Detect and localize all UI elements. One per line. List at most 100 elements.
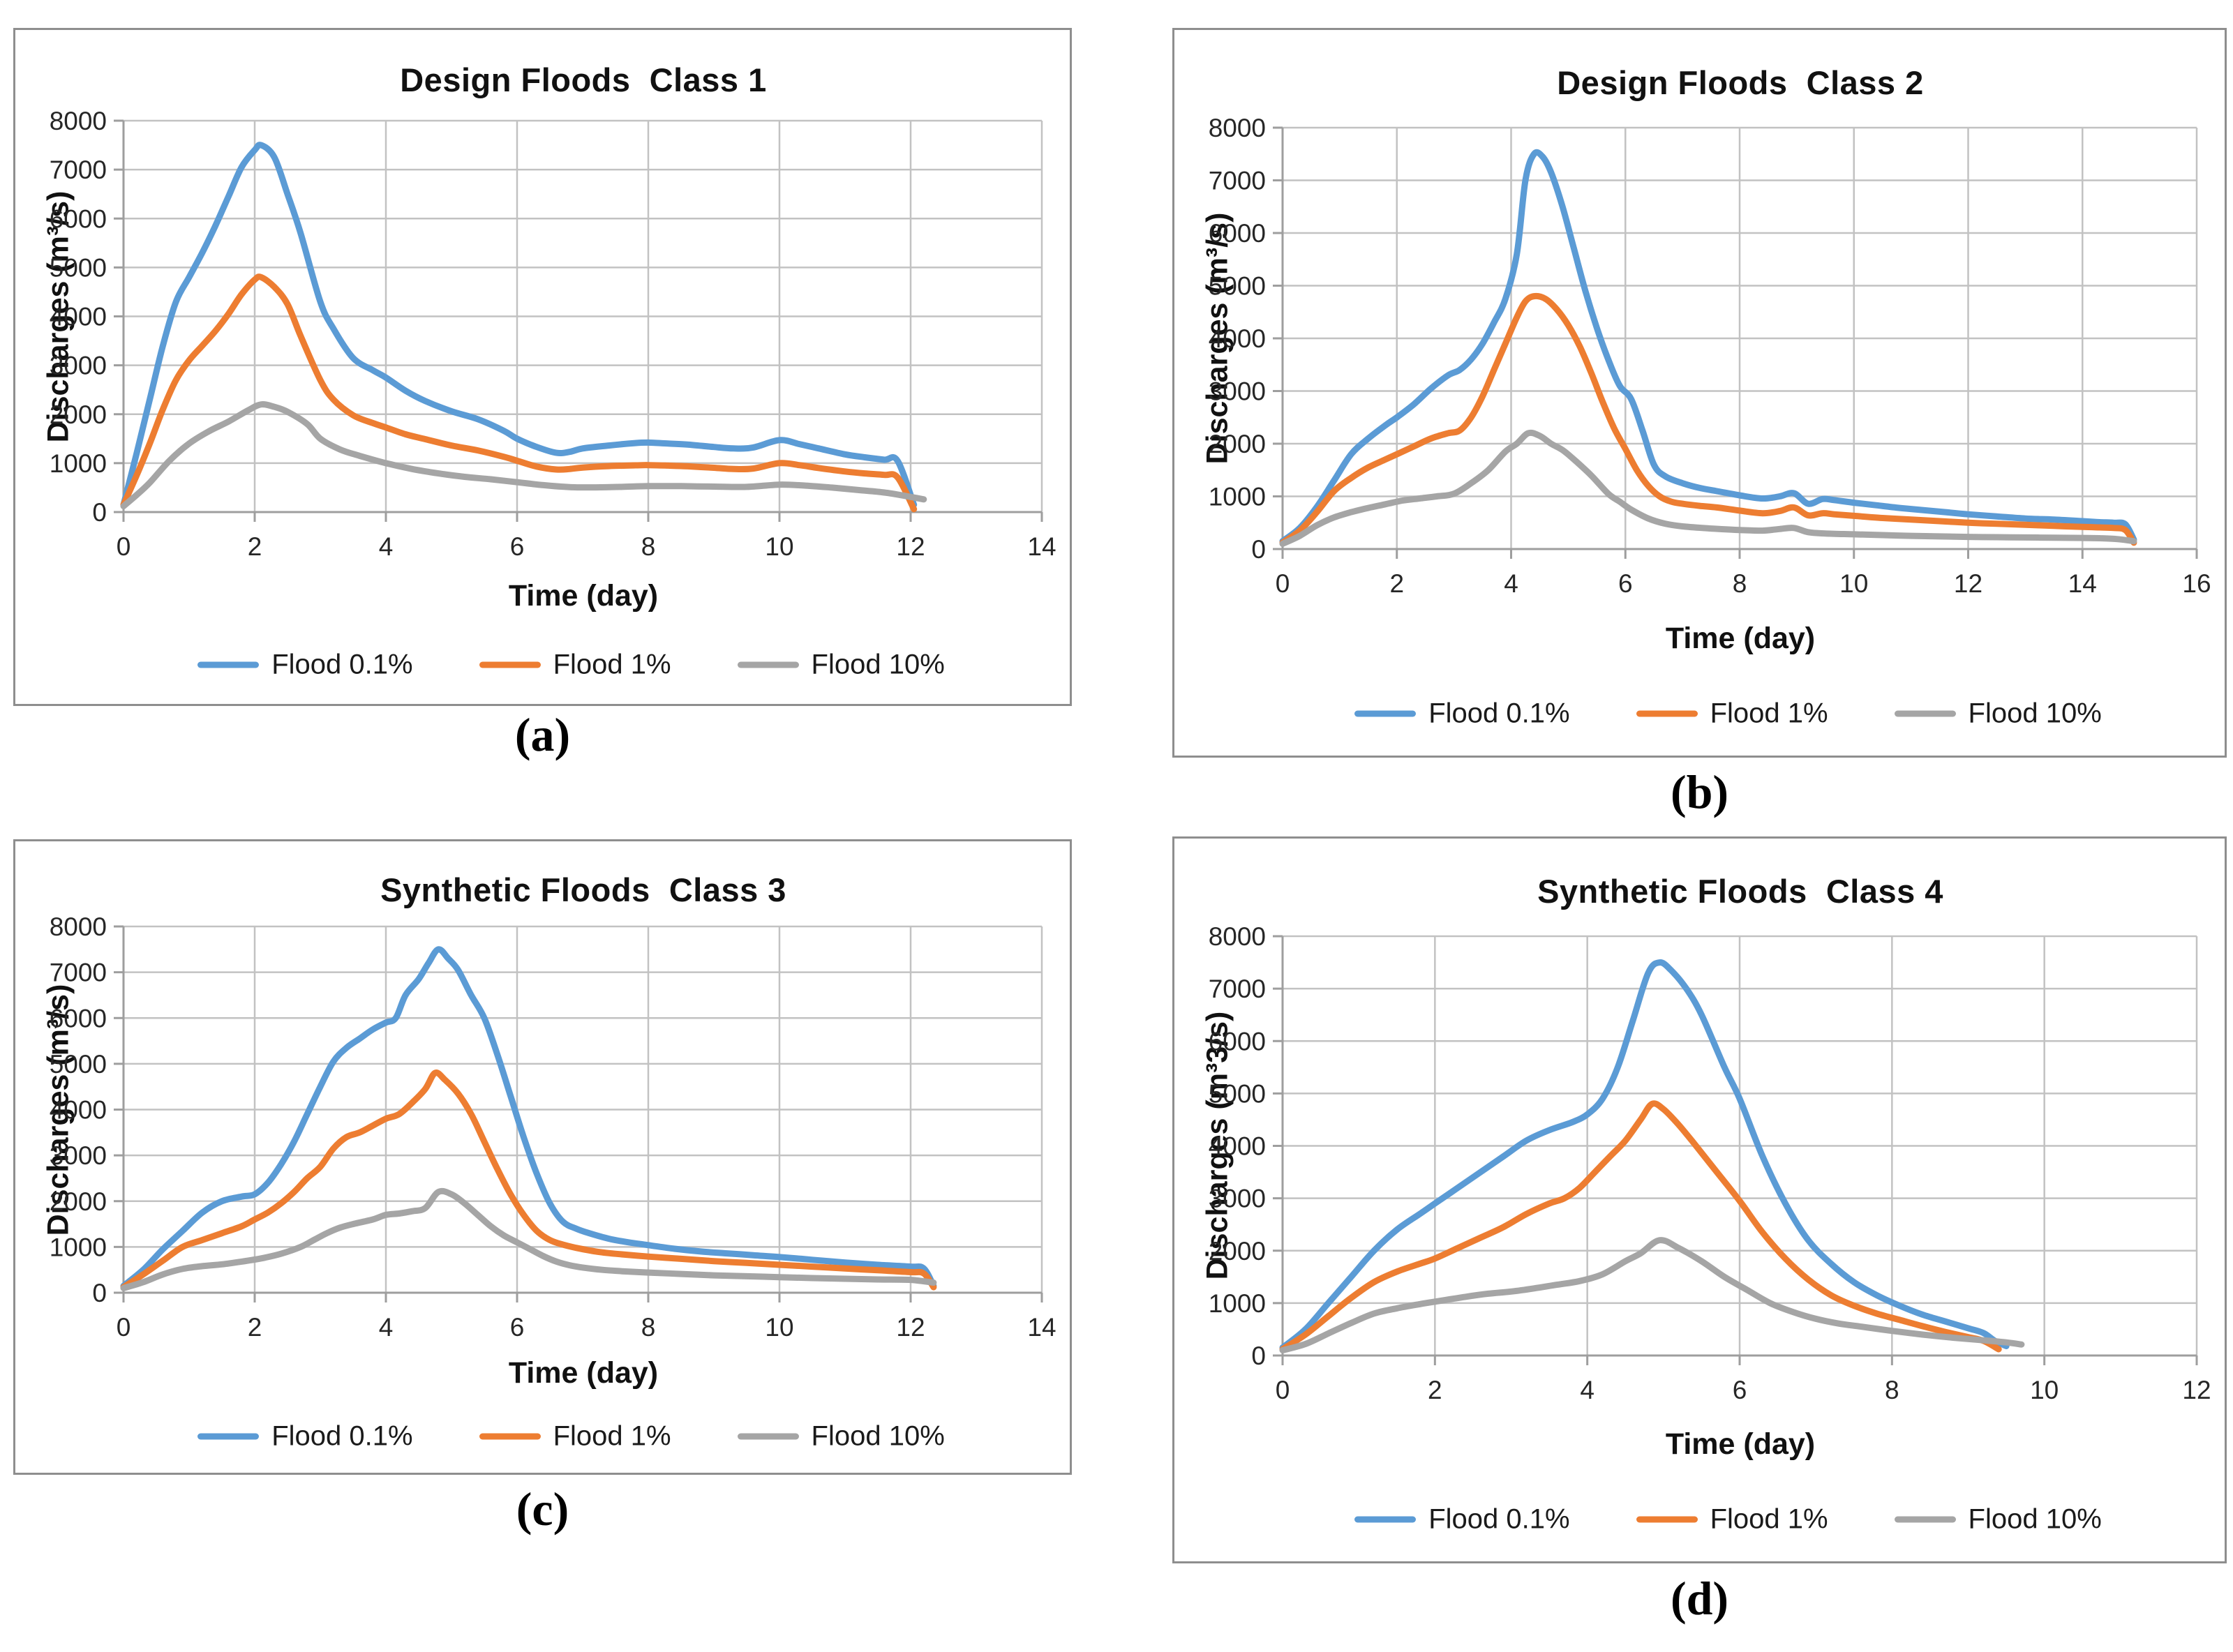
y-tick-label: 4000	[1209, 324, 1266, 353]
legend-label: Flood 1%	[1710, 698, 1828, 729]
chart-panel-d: Synthetic Floods Class 4 Discharges (m³3…	[1172, 836, 2227, 1563]
y-tick-label: 1000	[50, 449, 107, 478]
y-tick-label: 0	[1251, 1342, 1266, 1370]
legend-item-flood-10: Flood 10%	[737, 1420, 945, 1452]
series-line-flood-0-1-	[120, 946, 937, 1289]
y-tick-label: 0	[1251, 535, 1266, 564]
y-tick-label: 0	[92, 1279, 107, 1307]
x-axis-title: Time (day)	[1665, 621, 1816, 655]
legend-item-flood-1: Flood 1%	[479, 649, 671, 680]
series-line-flood-1-	[120, 273, 918, 513]
legend-label: Flood 0.1%	[271, 649, 413, 680]
plot-area: 0 1000 2000 3000 4000 5000 6000 7000 8000 0 2 4 6 8 10…	[50, 913, 1056, 1342]
y-tick-label: 7000	[1209, 167, 1266, 195]
chart-title: Design Floods Class 1	[400, 61, 767, 99]
y-tick-label: 3000	[1209, 1185, 1266, 1213]
legend: Flood 0.1% Flood 1% Flood 10%	[99, 1420, 1043, 1452]
x-tick-label: 4	[1580, 1376, 1595, 1404]
plot-area: 0 1000 2000 3000 4000 5000 6000 7000 8000 0 2 4 6 8 10…	[50, 107, 1056, 561]
x-axis-title: Time (day)	[1665, 1427, 1816, 1462]
legend-line-icon	[737, 1433, 799, 1439]
chart-panel-b: Design Floods Class 2 Discharges (m³/s) …	[1172, 28, 2227, 758]
x-tick-label: 0	[117, 1313, 131, 1342]
y-tick-label: 2000	[50, 400, 107, 429]
x-tick-label: 12	[2182, 1376, 2211, 1404]
legend-label: Flood 10%	[811, 649, 945, 680]
series-line-flood-1-	[120, 1069, 937, 1291]
x-tick-label: 2	[1428, 1376, 1442, 1404]
legend-label: Flood 0.1%	[1428, 698, 1570, 729]
legend-line-icon	[1636, 1516, 1698, 1523]
x-tick-label: 6	[510, 532, 525, 561]
y-tick-label: 5000	[50, 253, 107, 282]
legend-line-icon	[1894, 1516, 1956, 1523]
y-tick-label: 3000	[50, 352, 107, 380]
legend-line-icon	[1354, 710, 1417, 717]
chart-title: Design Floods Class 2	[1557, 63, 1924, 101]
series-line-flood-0-1-	[120, 142, 918, 508]
y-tick-label: 8000	[1209, 114, 1266, 142]
subfigure-caption-d: (d)	[1670, 1572, 1729, 1625]
x-tick-label: 14	[1027, 1313, 1056, 1342]
x-tick-label: 4	[1504, 569, 1518, 598]
legend-label: Flood 1%	[553, 649, 671, 680]
legend-item-flood-0-1: Flood 0.1%	[197, 649, 413, 680]
y-tick-label: 6000	[1209, 219, 1266, 248]
series-line-flood-0-1-	[1279, 149, 2137, 545]
legend-line-icon	[479, 1433, 541, 1439]
series-line-flood-1-	[1279, 292, 2137, 546]
y-tick-label: 5000	[1209, 1079, 1266, 1108]
y-tick-label: 8000	[1209, 922, 1266, 951]
x-tick-label: 0	[1276, 1376, 1290, 1404]
chart-title: Synthetic Floods Class 3	[380, 871, 786, 908]
legend-item-flood-1: Flood 1%	[479, 1420, 671, 1452]
series-line-flood-0-1-	[1279, 959, 2010, 1351]
legend-item-flood-10: Flood 10%	[737, 649, 945, 680]
series-line-flood-10-	[120, 1187, 937, 1291]
x-tick-label: 12	[896, 1313, 925, 1342]
y-tick-label: 8000	[50, 913, 107, 941]
legend-label: Flood 1%	[1710, 1503, 1828, 1535]
y-tick-label: 8000	[50, 107, 107, 135]
subfigure-caption-a: (a)	[514, 708, 571, 761]
x-tick-label: 4	[379, 1313, 394, 1342]
legend-line-icon	[737, 661, 799, 668]
legend-item-flood-0-1: Flood 0.1%	[1354, 698, 1570, 729]
x-tick-label: 12	[1954, 569, 1982, 598]
x-tick-label: 6	[1618, 569, 1633, 598]
x-tick-label: 8	[641, 532, 656, 561]
y-tick-label: 0	[92, 498, 107, 527]
x-tick-label: 8	[1733, 569, 1747, 598]
x-tick-label: 12	[896, 532, 925, 561]
x-tick-label: 8	[641, 1313, 656, 1342]
y-tick-label: 7000	[1209, 975, 1266, 1003]
x-tick-label: 10	[2030, 1376, 2059, 1404]
legend-line-icon	[1636, 710, 1698, 717]
y-tick-label: 7000	[50, 156, 107, 184]
series-line-flood-10-	[1279, 1237, 2025, 1353]
x-tick-label: 2	[1389, 569, 1404, 598]
legend-line-icon	[479, 661, 541, 668]
y-tick-label: 4000	[50, 1096, 107, 1125]
legend-label: Flood 0.1%	[1428, 1503, 1570, 1535]
y-tick-label: 5000	[1209, 272, 1266, 301]
y-tick-label: 2000	[1209, 1237, 1266, 1266]
chart-panel-a: Design Floods Class 1 Discharges (m³/s) …	[13, 28, 1072, 706]
y-tick-label: 4000	[1209, 1132, 1266, 1161]
y-tick-label: 2000	[1209, 430, 1266, 458]
series-line-flood-10-	[1279, 429, 2137, 547]
legend-label: Flood 10%	[1968, 698, 2102, 729]
x-tick-label: 10	[1839, 569, 1868, 598]
legend-label: Flood 10%	[1968, 1503, 2102, 1535]
x-tick-label: 0	[117, 532, 131, 561]
x-tick-label: 2	[248, 532, 262, 561]
x-tick-label: 6	[1733, 1376, 1747, 1404]
legend-item-flood-1: Flood 1%	[1636, 698, 1828, 729]
plot-area: 0 1000 2000 3000 4000 5000 6000 7000 8000 0 2 4 6 8 10…	[1209, 922, 2211, 1404]
x-axis-title: Time (day)	[508, 1356, 659, 1390]
y-tick-label: 1000	[1209, 483, 1266, 511]
legend: Flood 0.1% Flood 1% Flood 10%	[99, 649, 1043, 680]
x-tick-label: 2	[248, 1313, 262, 1342]
y-tick-label: 6000	[1209, 1027, 1266, 1056]
legend: Flood 0.1% Flood 1% Flood 10%	[1258, 698, 2198, 729]
